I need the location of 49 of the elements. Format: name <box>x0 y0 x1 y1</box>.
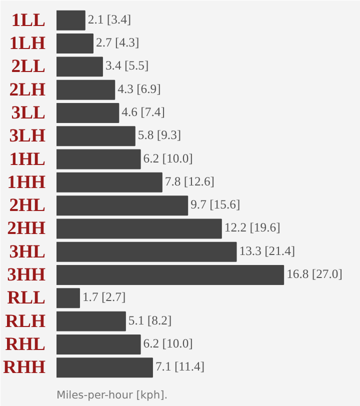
data-label: 5.8 [9.3] <box>138 128 182 142</box>
bar <box>56 149 141 170</box>
data-label: 7.1 [11.4] <box>155 360 205 374</box>
data-label: 2.7 [4.3] <box>96 36 140 50</box>
bar <box>56 102 120 123</box>
bar <box>56 56 103 77</box>
y-tick-label: 1HH <box>7 172 46 193</box>
y-tick-label: RHH <box>3 357 46 378</box>
y-tick-label: 2LL <box>11 56 46 78</box>
y-tick-label: RLH <box>5 310 46 332</box>
bar <box>56 311 126 332</box>
bar <box>56 126 136 146</box>
data-label: 12.2 [19.6] <box>224 220 280 235</box>
data-label: 9.7 [15.6] <box>190 198 240 212</box>
bar <box>56 358 153 378</box>
data-label: 3.4 [5.5] <box>105 58 149 73</box>
y-tick-label: RLL <box>7 288 46 309</box>
bar <box>56 172 162 192</box>
y-tick-label: 1HL <box>9 148 46 170</box>
data-label: 2.1 [3.4] <box>88 12 132 26</box>
data-label: 7.8 [12.6] <box>164 174 214 188</box>
data-label: 4.6 [7.4] <box>122 104 165 119</box>
data-label: 6.2 [10.0] <box>143 336 193 350</box>
y-tick-label: 2HL <box>9 195 46 216</box>
bar <box>56 265 284 286</box>
y-tick-label: 3LH <box>9 126 46 147</box>
data-label: 6.2 [10.0] <box>143 151 193 166</box>
y-tick-label: 2LH <box>9 79 46 100</box>
y-tick-label: 1LL <box>11 10 46 31</box>
text: Miles-per-hour [kph]. <box>56 388 168 402</box>
bar <box>56 288 80 308</box>
y-tick-label: 3HH <box>7 264 46 286</box>
bar <box>56 80 116 100</box>
bar <box>56 218 222 239</box>
bar <box>56 34 94 54</box>
bar <box>56 242 237 262</box>
data-label: 4.3 [6.9] <box>118 82 161 96</box>
y-tick-label: RHL <box>5 334 46 355</box>
data-label: 16.8 [27.0] <box>286 267 342 282</box>
bar <box>56 196 188 216</box>
y-tick-label: 2HH <box>7 218 46 240</box>
data-label: 1.7 [2.7] <box>82 290 126 304</box>
data-label: 13.3 [21.4] <box>239 244 296 258</box>
y-tick-label: 3HL <box>9 241 46 262</box>
bar <box>56 10 86 30</box>
bar <box>56 334 141 354</box>
data-label: 5.1 [8.2] <box>128 313 172 328</box>
y-tick-label: 1LH <box>9 33 46 54</box>
y-tick-label: 3LL <box>11 102 46 124</box>
